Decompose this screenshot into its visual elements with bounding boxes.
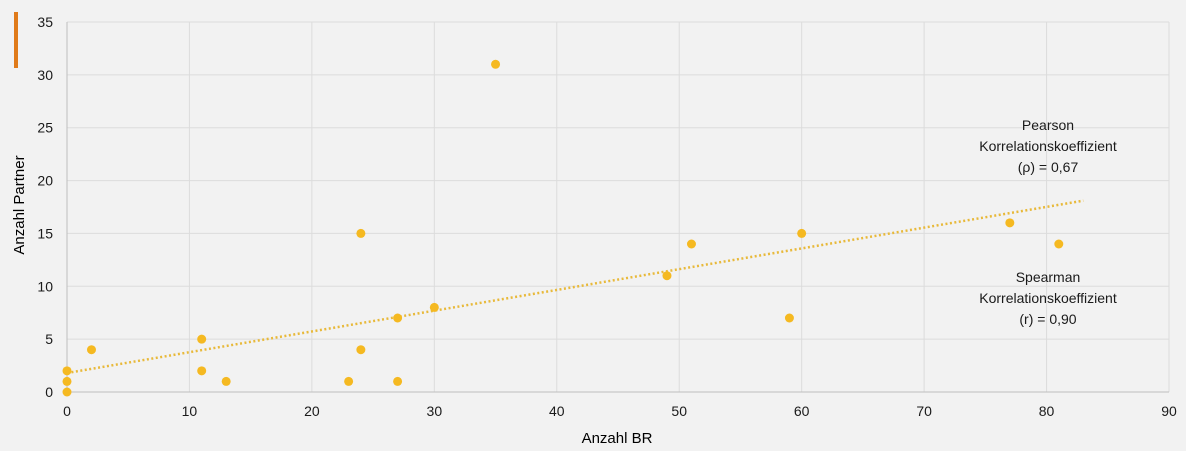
spearman-annotation-line: Spearman bbox=[1016, 269, 1081, 285]
data-point bbox=[62, 387, 72, 397]
spearman-annotation-line: Korrelationskoeffizient bbox=[979, 290, 1117, 306]
x-tick-label: 20 bbox=[304, 403, 320, 419]
x-tick-label: 0 bbox=[63, 403, 71, 419]
tick-labels: 0 5 10 15 20 25 30 35 0 10 20 30 40 50 60 70 80 90 bbox=[37, 14, 1177, 419]
trendline bbox=[66, 199, 1084, 375]
data-point bbox=[62, 366, 72, 376]
data-point bbox=[393, 376, 403, 386]
y-tick-label: 35 bbox=[37, 14, 53, 30]
data-point bbox=[1054, 239, 1064, 249]
data-point bbox=[221, 376, 231, 386]
data-point bbox=[797, 228, 807, 238]
data-point bbox=[197, 334, 207, 344]
x-tick-label: 80 bbox=[1039, 403, 1055, 419]
data-point bbox=[429, 302, 439, 312]
pearson-annotation-line: Korrelationskoeffizient bbox=[979, 138, 1117, 154]
y-tick-label: 30 bbox=[37, 67, 53, 83]
y-tick-label: 25 bbox=[37, 120, 53, 136]
y-tick-label: 5 bbox=[45, 331, 53, 347]
axes bbox=[66, 22, 1169, 393]
x-tick-label: 90 bbox=[1161, 403, 1177, 419]
y-tick-label: 15 bbox=[37, 225, 53, 241]
y-axis-label: Anzahl Partner bbox=[11, 155, 28, 254]
data-point bbox=[1005, 218, 1015, 228]
x-tick-label: 70 bbox=[916, 403, 932, 419]
data-point bbox=[356, 345, 366, 355]
grid-lines bbox=[67, 21, 1170, 392]
trendline-group bbox=[66, 199, 1084, 375]
data-point bbox=[686, 239, 696, 249]
pearson-annotation-line: (ρ) = 0,67 bbox=[1018, 159, 1079, 175]
x-axis-label: Anzahl BR bbox=[582, 430, 653, 446]
data-point bbox=[662, 271, 672, 281]
data-point bbox=[784, 313, 794, 323]
spearman-annotation-line: (r) = 0,90 bbox=[1019, 311, 1076, 327]
accent-bar bbox=[14, 12, 18, 68]
y-tick-label: 10 bbox=[37, 278, 53, 294]
x-tick-label: 50 bbox=[671, 403, 687, 419]
x-tick-label: 60 bbox=[794, 403, 810, 419]
x-tick-label: 10 bbox=[182, 403, 198, 419]
data-point bbox=[491, 59, 501, 69]
x-tick-label: 30 bbox=[427, 403, 443, 419]
data-points bbox=[62, 59, 1064, 397]
annotations: Pearson Korrelationskoeffizient (ρ) = 0,67… bbox=[979, 117, 1117, 327]
data-point bbox=[62, 376, 72, 386]
x-tick-label: 40 bbox=[549, 403, 565, 419]
data-point bbox=[344, 376, 354, 386]
y-tick-label: 20 bbox=[37, 173, 53, 189]
data-point bbox=[356, 228, 366, 238]
data-point bbox=[393, 313, 403, 323]
y-tick-label: 0 bbox=[45, 384, 53, 400]
data-point bbox=[197, 366, 207, 376]
pearson-annotation-line: Pearson bbox=[1022, 117, 1074, 133]
data-point bbox=[86, 345, 96, 355]
